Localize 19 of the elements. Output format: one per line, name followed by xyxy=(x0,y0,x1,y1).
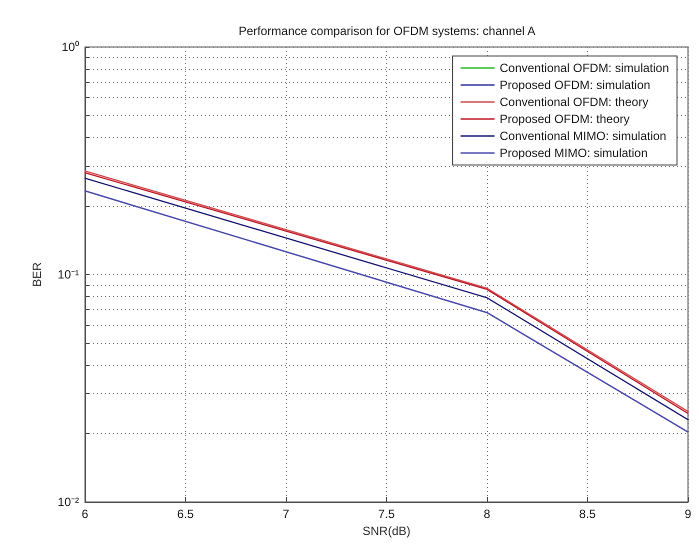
legend-label: Conventional MIMO: simulation xyxy=(500,129,666,143)
legend-label: Conventional OFDM: simulation xyxy=(500,61,670,75)
legend-label: Conventional OFDM: theory xyxy=(500,95,648,109)
x-tick-label: 8 xyxy=(484,507,491,521)
x-tick-label: 7 xyxy=(282,507,290,521)
y-axis-title: BER xyxy=(30,262,44,287)
x-tick-label: 9 xyxy=(684,507,692,521)
legend-label: Proposed OFDM: theory xyxy=(500,112,630,126)
y-tick-label: 10⁻² xyxy=(58,495,80,509)
y-tick-label: 10⁰ xyxy=(62,40,79,54)
x-tick-label: 7.5 xyxy=(378,507,396,521)
x-tick-label: 6 xyxy=(82,507,89,521)
chart-title: Performance comparison for OFDM systems: channel A xyxy=(238,24,536,38)
x-axis-title: SNR(dB) xyxy=(362,524,411,538)
legend-label: Proposed OFDM: simulation xyxy=(500,78,650,92)
y-tick-label: 10⁻¹ xyxy=(58,268,80,282)
legend-label: Proposed MIMO: simulation xyxy=(500,146,648,160)
x-tick-label: 6.5 xyxy=(177,507,194,521)
x-tick-label: 8.5 xyxy=(579,507,596,521)
